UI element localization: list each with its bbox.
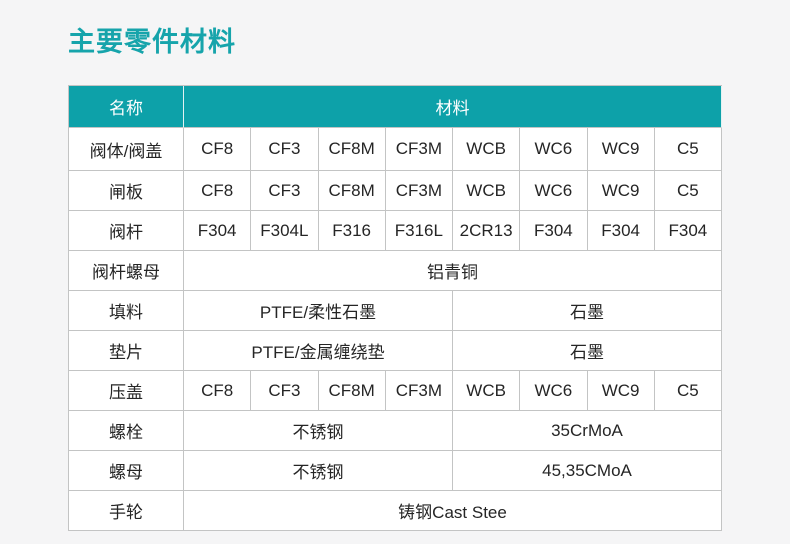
material-cell: F304 (184, 211, 252, 251)
material-cell: 铝青铜 (184, 251, 722, 291)
material-cell: 35CrMoA (453, 411, 722, 451)
table-row: 填料 PTFE/柔性石墨 石墨 (69, 291, 722, 331)
row-label-cell: 阀杆螺母 (69, 251, 184, 291)
material-cell: F316 (318, 211, 386, 251)
material-cell: WC9 (587, 128, 655, 171)
material-cell: PTFE/柔性石墨 (184, 291, 453, 331)
table-row: 压盖 CF8 CF3 CF8M CF3M WCB WC6 WC9 C5 (69, 371, 722, 411)
material-cell: CF8 (184, 171, 252, 211)
row-label-cell: 闸板 (69, 171, 184, 211)
material-header-cell: 材料 (184, 86, 722, 128)
table-row: 阀杆螺母 铝青铜 (69, 251, 722, 291)
table-row: 阀杆 F304 F304L F316 F316L 2CR13 F304 F304… (69, 211, 722, 251)
material-cell: 2CR13 (453, 211, 521, 251)
material-cell: 铸钢Cast Stee (184, 491, 722, 531)
table-row: 闸板 CF8 CF3 CF8M CF3M WCB WC6 WC9 C5 (69, 171, 722, 211)
page-title: 主要零件材料 (68, 27, 236, 57)
material-cell: 不锈钢 (184, 451, 453, 491)
table-header-row: 名称 材料 (69, 86, 722, 128)
material-cell: F304 (587, 211, 655, 251)
material-cell: CF3 (251, 171, 319, 211)
material-cell: C5 (654, 371, 722, 411)
table-row: 螺母 不锈钢 45,35CMoA (69, 451, 722, 491)
row-label-cell: 压盖 (69, 371, 184, 411)
row-label-cell: 手轮 (69, 491, 184, 531)
name-header-cell: 名称 (69, 86, 184, 128)
material-cell: WCB (453, 371, 521, 411)
materials-table: 名称 材料 阀体/阀盖 CF8 CF3 CF8M CF3M WCB WC6 WC… (68, 85, 722, 531)
material-cell: WC6 (520, 371, 588, 411)
material-cell: C5 (654, 171, 722, 211)
material-cell: F316L (385, 211, 453, 251)
material-cell: 石墨 (453, 291, 722, 331)
material-cell: WC6 (520, 128, 588, 171)
material-cell: CF3M (385, 128, 453, 171)
row-label-cell: 阀杆 (69, 211, 184, 251)
material-cell: F304 (520, 211, 588, 251)
row-label-cell: 填料 (69, 291, 184, 331)
material-cell: CF3 (251, 128, 319, 171)
material-cell: WCB (453, 171, 521, 211)
material-cell: CF3M (385, 171, 453, 211)
table-row: 螺栓 不锈钢 35CrMoA (69, 411, 722, 451)
material-cell: CF3 (251, 371, 319, 411)
material-cell: CF3M (385, 371, 453, 411)
table-row: 垫片 PTFE/金属缠绕垫 石墨 (69, 331, 722, 371)
row-label-cell: 阀体/阀盖 (69, 128, 184, 171)
material-cell: WCB (453, 128, 521, 171)
material-cell: 石墨 (453, 331, 722, 371)
material-cell: F304 (654, 211, 722, 251)
material-cell: 不锈钢 (184, 411, 453, 451)
material-cell: C5 (654, 128, 722, 171)
material-cell: CF8M (318, 371, 386, 411)
material-cell: F304L (251, 211, 319, 251)
table-row: 手轮 铸钢Cast Stee (69, 491, 722, 531)
row-label-cell: 螺栓 (69, 411, 184, 451)
material-cell: 45,35CMoA (453, 451, 722, 491)
row-label-cell: 垫片 (69, 331, 184, 371)
row-label-cell: 螺母 (69, 451, 184, 491)
material-cell: PTFE/金属缠绕垫 (184, 331, 453, 371)
material-cell: CF8M (318, 171, 386, 211)
material-cell: CF8M (318, 128, 386, 171)
material-cell: WC6 (520, 171, 588, 211)
material-cell: WC9 (587, 171, 655, 211)
table-row: 阀体/阀盖 CF8 CF3 CF8M CF3M WCB WC6 WC9 C5 (69, 128, 722, 171)
material-cell: WC9 (587, 371, 655, 411)
material-cell: CF8 (184, 128, 252, 171)
material-cell: CF8 (184, 371, 252, 411)
